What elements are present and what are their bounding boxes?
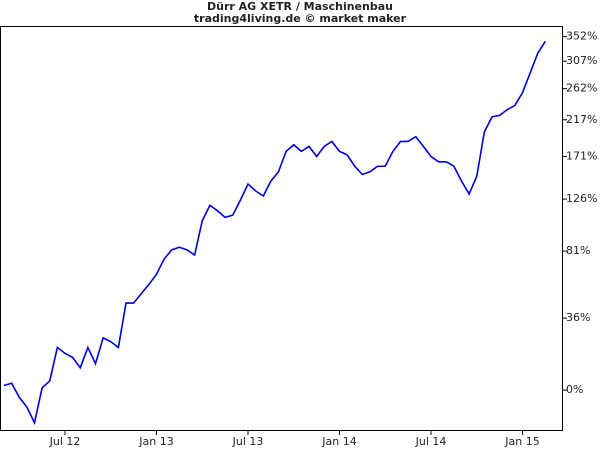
y-tick-label: 0% [566,383,583,396]
x-tick-label: Jul 14 [415,435,447,448]
y-tick-label: 36% [566,311,590,324]
price-line [3,40,547,426]
x-tick-label: Jan 14 [321,435,356,448]
y-tick-label: 81% [566,244,590,257]
x-tick-label: Jan 13 [138,435,173,448]
y-tick-label: 126% [566,192,597,205]
x-tick-label: Jul 13 [232,435,264,448]
plot-frame [0,26,563,431]
y-tick-label: 217% [566,113,597,126]
x-tick-label: Jan 15 [504,435,539,448]
chart-title: Dürr AG XETR / Maschinenbau [207,0,393,13]
y-tick-label: 307% [566,54,597,67]
x-tick-label: Jul 12 [49,435,81,448]
chart-subtitle: trading4living.de © market maker [194,12,407,25]
y-tick-label: 262% [566,82,597,95]
y-tick-label: 171% [566,150,597,163]
y-tick-label: 352% [566,30,597,43]
